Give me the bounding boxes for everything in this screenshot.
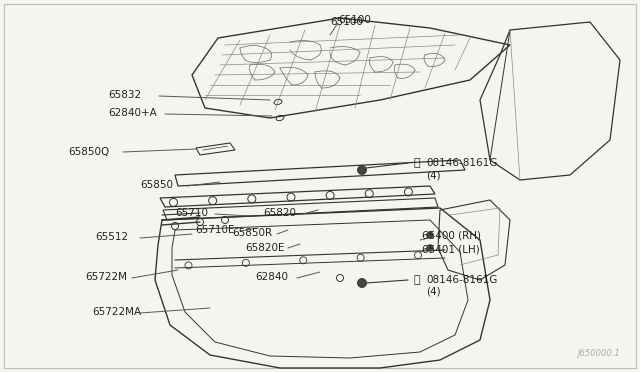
Text: 08146-8161G: 08146-8161G bbox=[426, 158, 497, 168]
Circle shape bbox=[358, 166, 367, 174]
Text: 65100: 65100 bbox=[338, 15, 371, 25]
Text: 62840: 62840 bbox=[255, 272, 288, 282]
Text: 65850Q: 65850Q bbox=[68, 147, 109, 157]
Text: Ⓑ: Ⓑ bbox=[413, 158, 420, 168]
Text: Ⓑ: Ⓑ bbox=[413, 275, 420, 285]
Text: 65512: 65512 bbox=[95, 232, 128, 242]
Text: 08146-8161G: 08146-8161G bbox=[426, 275, 497, 285]
Text: J650000.1: J650000.1 bbox=[577, 349, 620, 358]
Circle shape bbox=[426, 231, 433, 238]
Circle shape bbox=[358, 279, 367, 288]
Text: 65100: 65100 bbox=[330, 17, 363, 27]
Text: 65820E: 65820E bbox=[245, 243, 285, 253]
Text: 65722M: 65722M bbox=[85, 272, 127, 282]
Text: (4): (4) bbox=[426, 287, 440, 297]
Circle shape bbox=[426, 244, 433, 251]
Text: 62840+A: 62840+A bbox=[108, 108, 157, 118]
Text: 65850R: 65850R bbox=[232, 228, 272, 238]
Text: 65401 (LH): 65401 (LH) bbox=[422, 244, 480, 254]
Text: 65832: 65832 bbox=[108, 90, 141, 100]
Text: 65710: 65710 bbox=[175, 208, 208, 218]
Text: 65722MA: 65722MA bbox=[92, 307, 141, 317]
Text: 65400 (RH): 65400 (RH) bbox=[422, 231, 481, 241]
Text: 65820: 65820 bbox=[263, 208, 296, 218]
Text: 65710E: 65710E bbox=[195, 225, 234, 235]
Text: 65850: 65850 bbox=[140, 180, 173, 190]
Text: (4): (4) bbox=[426, 170, 440, 180]
